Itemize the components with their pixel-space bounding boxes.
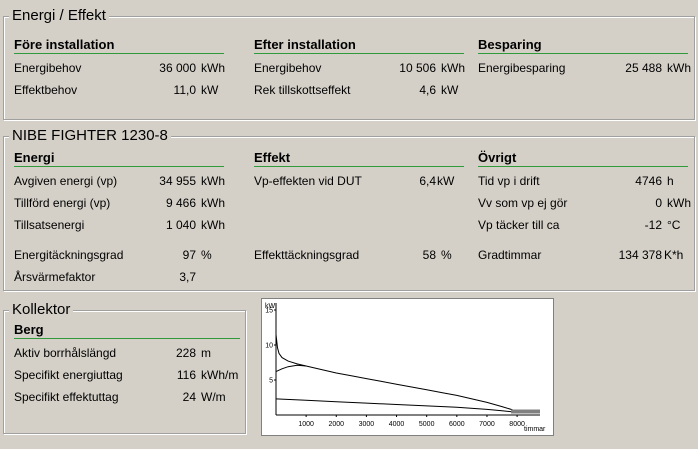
chart-series-line-3	[275, 398, 518, 413]
energi-underline	[14, 166, 224, 167]
borrhal-value: 228	[175, 346, 196, 360]
fore-effektbehov-value: 11,0	[173, 83, 196, 97]
chart-svg: kW timmar 15 10 5 1000 2000 3000 4000 5000 6000 7…	[265, 303, 546, 433]
vv-ej-unit: kWh	[667, 196, 691, 210]
varaktighetsdiagram: kW timmar 15 10 5 1000 2000 3000 4000 5000 6000 7…	[261, 298, 554, 436]
chart-x-tick-label: 7000	[479, 421, 495, 428]
energiuttag-unit: kWh/m	[201, 368, 239, 382]
vp-dut-label: Vp-effekten vid DUT	[254, 174, 362, 188]
gradtimmar-unit: K*h	[664, 248, 684, 262]
gradtimmar-value: 134 378	[618, 248, 662, 262]
vp-tacker-label: Vp täcker till ca	[478, 218, 560, 232]
energibesparing-value: 25 488	[625, 61, 662, 75]
tillford-unit: kWh	[201, 196, 225, 210]
energi-effekt-group: Energi / Effekt	[3, 7, 695, 120]
chart-x-tick-label: 4000	[389, 421, 405, 428]
energibesparing-label: Energibesparing	[478, 61, 566, 75]
fore-energibehov-unit: kWh	[201, 61, 225, 75]
energibesparing-unit: kWh	[667, 61, 691, 75]
ovrigt-underline	[478, 166, 688, 167]
efter-energibehov-label: Energibehov	[254, 61, 322, 75]
chart-x-tick-label: 1000	[298, 421, 314, 428]
energitackning-value: 97	[182, 248, 196, 262]
chart-x-tick-label: 6000	[449, 421, 465, 428]
kollektor-title: Kollektor	[9, 301, 74, 319]
besparing-header: Besparing	[478, 37, 542, 52]
berg-header: Berg	[14, 322, 44, 337]
fore-effektbehov-label: Effektbehov	[14, 83, 78, 97]
chart-x-tick-label: 8000	[509, 421, 525, 428]
fore-energibehov-value: 36 000	[159, 61, 196, 75]
energitackning-label: Energitäckningsgrad	[14, 248, 124, 262]
chart-series-line-2	[275, 364, 307, 373]
effekt-underline	[254, 166, 464, 167]
energiuttag-value: 116	[176, 368, 196, 382]
vp-dut-value: 6,4	[419, 174, 436, 188]
energitackning-unit: %	[201, 248, 212, 262]
gradtimmar-label: Gradtimmar	[478, 248, 542, 262]
chart-y-tick-label: 15	[265, 308, 273, 315]
efter-rek-label: Rek tillskottseffekt	[254, 83, 351, 97]
tid-vp-label: Tid vp i drift	[478, 174, 540, 188]
besparing-underline	[478, 53, 688, 54]
tillford-label: Tillförd energi (vp)	[14, 196, 111, 210]
tillsats-unit: kWh	[201, 218, 225, 232]
avgiven-label: Avgiven energi (vp)	[14, 174, 118, 188]
ovrigt-header: Övrigt	[478, 150, 517, 165]
effekttackning-label: Effekttäckningsgrad	[254, 248, 360, 262]
arsvarmefaktor-label: Årsvärmefaktor	[14, 270, 96, 284]
vv-ej-value: 0	[655, 196, 662, 210]
chart-ylabel: kW	[265, 303, 276, 310]
fore-underline	[14, 53, 224, 54]
effektuttag-value: 24	[182, 390, 196, 404]
kollektor-group: Kollektor	[3, 301, 246, 434]
borrhal-label: Aktiv borrhålslängd	[14, 346, 117, 360]
efter-rek-value: 4,6	[419, 83, 436, 97]
tid-vp-value: 4746	[635, 174, 662, 188]
vv-ej-label: Vv som vp ej gör	[478, 196, 568, 210]
chart-x-tick-label: 3000	[359, 421, 375, 428]
effekttackning-unit: %	[441, 248, 452, 262]
nibe-title: NIBE FIGHTER 1230-8	[9, 127, 171, 145]
tillsats-label: Tillsatsenergi	[14, 218, 85, 232]
energiuttag-label: Specifikt energiuttag	[14, 368, 123, 382]
nibe-group: NIBE FIGHTER 1230-8	[3, 127, 695, 291]
tillford-value: 9 466	[165, 196, 196, 210]
vp-tacker-unit: °C	[667, 218, 681, 232]
berg-underline	[14, 338, 240, 339]
vp-tacker-value: -12	[644, 218, 662, 232]
vp-dut-unit: kW	[437, 174, 455, 188]
efter-energibehov-unit: kWh	[441, 61, 465, 75]
efter-installation-header: Efter installation	[254, 37, 356, 52]
tid-vp-unit: h	[667, 174, 674, 188]
arsvarmefaktor-value: 3,7	[179, 270, 196, 284]
chart-xlabel: timmar	[524, 426, 546, 433]
efter-energibehov-value: 10 506	[399, 61, 436, 75]
chart-y-tick-label: 10	[265, 343, 273, 350]
effektuttag-unit: W/m	[201, 390, 226, 404]
borrhal-unit: m	[201, 346, 211, 360]
chart-series-line-1	[275, 334, 524, 414]
energi-effekt-title: Energi / Effekt	[9, 7, 109, 25]
chart-y-tick-label: 5	[269, 378, 273, 385]
fore-installation-header: Före installation	[14, 37, 115, 52]
chart-x-tick-label: 2000	[328, 421, 344, 428]
avgiven-unit: kWh	[201, 174, 225, 188]
fore-effektbehov-unit: kW	[201, 83, 219, 97]
avgiven-value: 34 955	[159, 174, 196, 188]
effekttackning-value: 58	[422, 248, 436, 262]
efter-underline	[254, 53, 464, 54]
effektuttag-label: Specifikt effektuttag	[14, 390, 119, 404]
tillsats-value: 1 040	[165, 218, 196, 232]
chart-x-tick-label: 5000	[419, 421, 435, 428]
fore-energibehov-label: Energibehov	[14, 61, 82, 75]
energi-header: Energi	[14, 150, 55, 165]
efter-rek-unit: kW	[441, 83, 459, 97]
effekt-header: Effekt	[254, 150, 291, 165]
